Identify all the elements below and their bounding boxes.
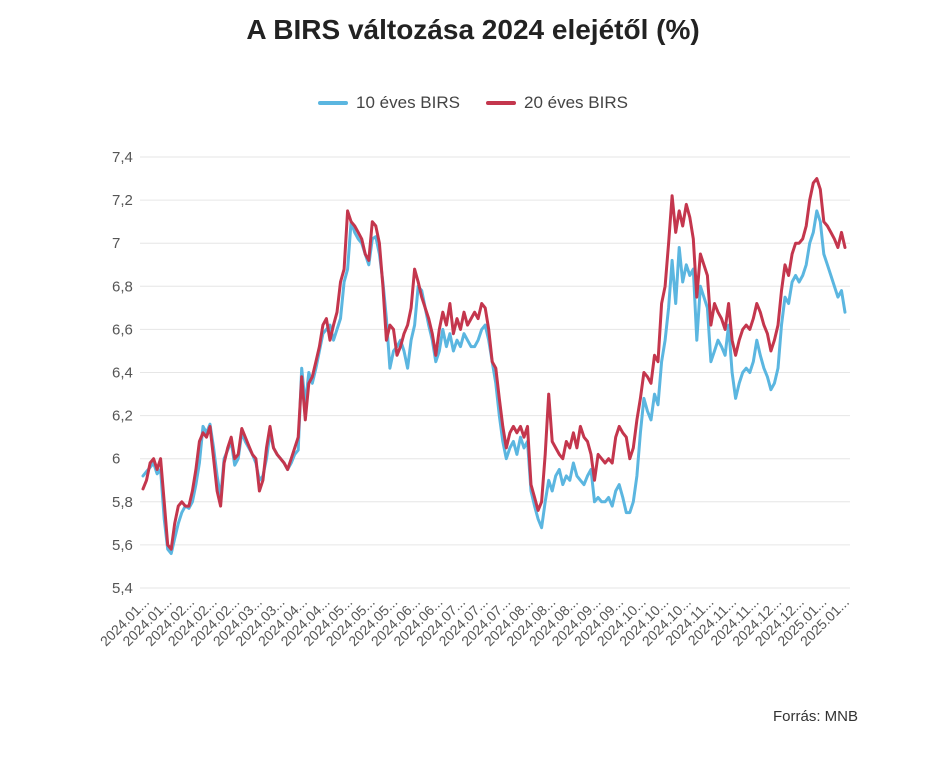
y-tick-label: 6,4 bbox=[112, 365, 133, 382]
y-tick-label: 7,4 bbox=[112, 149, 133, 166]
x-axis-ticks: 2024.01...2024.01...2024.02...2024.02...… bbox=[97, 594, 852, 649]
legend-swatch-10y bbox=[318, 101, 349, 105]
y-tick-label: 5,4 bbox=[112, 580, 133, 597]
y-tick-label: 5,6 bbox=[112, 537, 133, 554]
y-axis-ticks: 5,4 5,6 5,8 6 6,2 6,4 6,6 6,8 7 7,2 7,4 bbox=[112, 149, 133, 597]
source-note: Forrás: MNB bbox=[772, 708, 858, 725]
y-tick-label: 6,2 bbox=[112, 408, 133, 425]
series-lines bbox=[141, 177, 847, 555]
legend-item-20y[interactable]: 20 éves BIRS bbox=[486, 93, 628, 113]
y-tick-label: 5,8 bbox=[112, 494, 133, 511]
y-tick-label: 6,8 bbox=[112, 278, 133, 295]
y-tick-label: 6,6 bbox=[112, 321, 133, 338]
series-line-20y bbox=[141, 177, 847, 551]
legend: 10 éves BIRS 20 éves BIRS bbox=[0, 93, 946, 113]
y-tick-label: 7,2 bbox=[112, 192, 133, 209]
series-line-10y bbox=[141, 209, 847, 555]
y-tick-label: 7 bbox=[112, 235, 120, 252]
legend-label-10y: 10 éves BIRS bbox=[356, 93, 460, 112]
legend-swatch-20y bbox=[486, 101, 516, 105]
chart-title: A BIRS változása 2024 elejétől (%) bbox=[246, 14, 700, 45]
legend-item-10y[interactable]: 10 éves BIRS bbox=[318, 93, 460, 113]
y-tick-label: 6 bbox=[112, 451, 120, 468]
legend-label-20y: 20 éves BIRS bbox=[524, 93, 628, 112]
